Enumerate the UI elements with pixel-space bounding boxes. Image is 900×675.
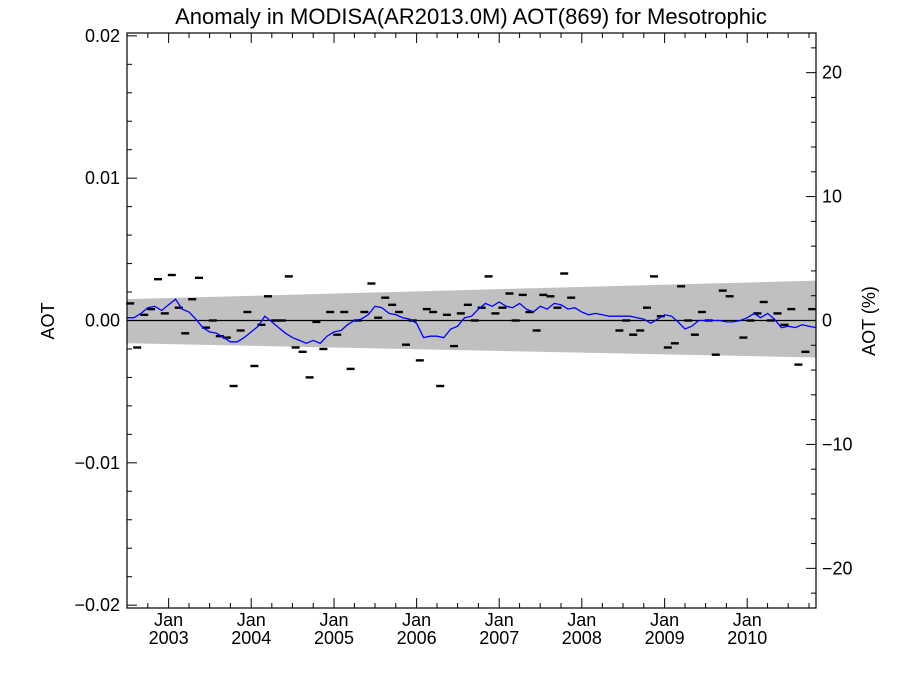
y-right-tick-label: −20 (822, 558, 853, 578)
x-tick-year-label: 2003 (149, 628, 189, 648)
x-tick-month-label: Jan (485, 610, 514, 630)
x-tick-month-label: Jan (320, 610, 349, 630)
y-right-tick-label: 10 (822, 187, 842, 207)
x-tick-year-label: 2004 (231, 628, 271, 648)
y-right-tick-label: 0 (822, 311, 832, 331)
x-tick-month-label: Jan (237, 610, 266, 630)
x-tick-year-label: 2007 (479, 628, 519, 648)
x-tick-month-label: Jan (733, 610, 762, 630)
x-tick-year-label: 2006 (397, 628, 437, 648)
chart-title: Anomaly in MODISA(AR2013.0M) AOT(869) fo… (175, 4, 767, 29)
y-tick-label: −0.01 (74, 453, 120, 473)
x-tick-month-label: Jan (402, 610, 431, 630)
y-axis-label: AOT (38, 302, 58, 339)
y-right-tick-label: 20 (822, 63, 842, 83)
x-tick-year-label: 2009 (645, 628, 685, 648)
x-tick-month-label: Jan (154, 610, 183, 630)
y-tick-label: 0.02 (85, 26, 120, 46)
x-tick-year-label: 2010 (727, 628, 767, 648)
y-tick-label: 0.00 (85, 311, 120, 331)
x-tick-year-label: 2008 (562, 628, 602, 648)
y-tick-label: 0.01 (85, 168, 120, 188)
x-tick-month-label: Jan (567, 610, 596, 630)
x-tick-month-label: Jan (650, 610, 679, 630)
plot-area: 0.020.010.00−0.01−0.0220100−10−20Jan2003… (74, 26, 852, 648)
confidence-band (127, 280, 816, 358)
y-axis-right-label: AOT (%) (859, 286, 879, 356)
x-tick-year-label: 2005 (314, 628, 354, 648)
y-tick-label: −0.02 (74, 595, 120, 615)
y-right-tick-label: −10 (822, 434, 853, 454)
smoothed-anomaly-line (127, 298, 817, 345)
